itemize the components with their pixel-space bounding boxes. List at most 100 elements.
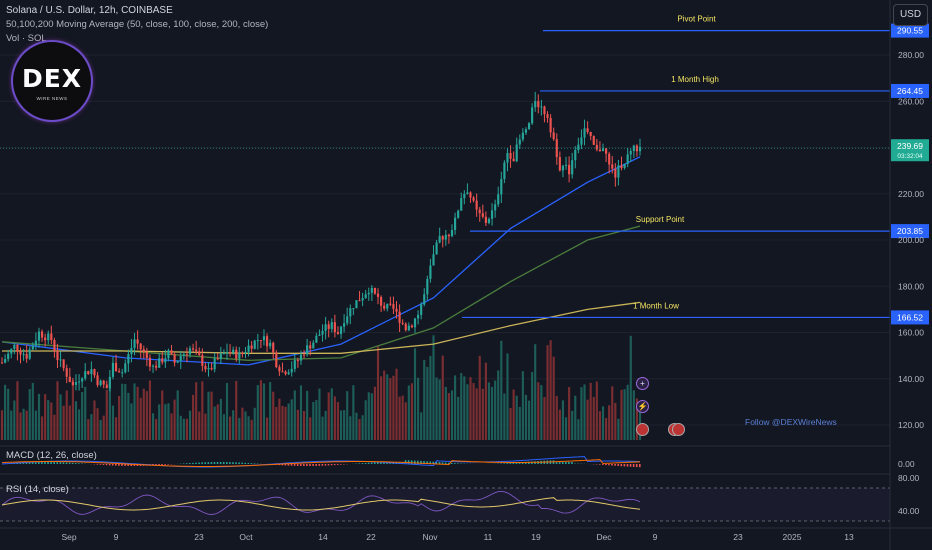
macd-histogram-bar — [207, 462, 210, 464]
candle-body — [309, 345, 312, 349]
us-flag-icon[interactable] — [636, 423, 649, 436]
macd-histogram-bar — [426, 461, 428, 464]
volume-bar — [284, 406, 287, 440]
volume-bar — [22, 408, 25, 440]
candle-body — [13, 344, 16, 349]
us-flag-icon-3[interactable] — [672, 423, 685, 436]
volume-bar — [124, 384, 127, 440]
macd-histogram-bar — [561, 462, 564, 464]
candle-body — [343, 323, 346, 327]
candle-body — [534, 101, 537, 108]
x-tick-label: 11 — [484, 532, 493, 542]
volume-bar — [389, 378, 392, 440]
macd-histogram-bar — [565, 462, 567, 464]
volume-bar — [161, 390, 164, 440]
volume-bar — [62, 405, 65, 440]
candle-body — [417, 314, 420, 319]
volume-bar — [151, 413, 155, 440]
candle-body — [564, 164, 568, 166]
countdown-value: 03:32:04 — [897, 153, 923, 160]
volume-bar — [13, 400, 16, 440]
macd-histogram-bar — [281, 464, 284, 466]
candle-body — [352, 308, 355, 310]
volume-bar — [99, 419, 102, 440]
rsi-tick: 80.00 — [898, 473, 920, 483]
macd-histogram-bar — [102, 464, 105, 466]
candle-body — [241, 352, 244, 354]
volume-bar — [457, 396, 460, 440]
candle-body — [275, 352, 278, 368]
volume-bar — [278, 398, 281, 440]
macd-histogram-bar — [31, 462, 34, 464]
symbol-title[interactable]: Solana / U.S. Dollar, 12h, COINBASE — [6, 5, 173, 16]
candle-body — [44, 337, 47, 341]
macd-histogram-bar — [611, 464, 613, 466]
candle-body — [392, 304, 395, 309]
volume-bar — [623, 389, 626, 440]
macd-histogram-bar — [602, 464, 604, 465]
candle-body — [358, 300, 361, 302]
volume-bar — [534, 344, 537, 440]
volume-bar — [638, 405, 642, 440]
candle-body — [253, 340, 256, 349]
lightning-icon[interactable]: ⚡ — [636, 400, 649, 413]
rsi-tick: 40.00 — [898, 506, 920, 516]
candle-body — [395, 308, 398, 312]
x-tick-label: 9 — [114, 532, 119, 542]
macd-histogram-bar — [244, 462, 247, 464]
currency-button[interactable]: USD — [893, 4, 928, 26]
volume-bar — [287, 403, 290, 440]
candle-body — [93, 369, 96, 376]
volume-bar — [629, 335, 632, 440]
candle-body — [290, 368, 293, 373]
candle-body — [256, 340, 259, 342]
volume-legend[interactable]: Vol · SOL — [6, 33, 47, 44]
volume-bar — [552, 356, 555, 440]
candle-body — [278, 367, 281, 372]
y-tick-label: 260.00 — [898, 96, 924, 106]
rsi-band — [0, 488, 890, 521]
level-label: Pivot Point — [677, 15, 716, 24]
candle-body — [549, 117, 552, 133]
candle-body — [142, 349, 145, 352]
candle-body — [497, 194, 500, 205]
volume-bar — [299, 385, 303, 440]
candle-body — [583, 128, 586, 138]
x-tick-label: Dec — [596, 532, 612, 542]
volume-bar — [577, 419, 580, 440]
candle-body — [71, 382, 74, 385]
macd-title: MACD (12, 26, close) — [6, 450, 97, 461]
candle-body — [62, 359, 65, 369]
logo-text: DEX — [21, 64, 83, 93]
candle-body — [318, 334, 321, 336]
ma-legend[interactable]: 50,100,200 Moving Average (50, close, 10… — [6, 19, 269, 30]
y-tick-label: 120.00 — [898, 420, 924, 430]
macd-histogram-bar — [124, 464, 126, 466]
volume-bar — [484, 362, 487, 440]
macd-histogram-bar — [361, 463, 364, 464]
candle-body — [577, 144, 580, 151]
volume-bar — [592, 396, 595, 440]
macd-histogram-bar — [635, 464, 638, 468]
macd-histogram-bar — [130, 464, 133, 466]
macd-tick: 0.00 — [898, 459, 915, 469]
volume-bar — [481, 388, 484, 440]
candle-body — [293, 360, 296, 369]
macd-histogram-bar — [420, 460, 422, 464]
macd-histogram-bar — [71, 462, 74, 464]
candle-body — [53, 340, 56, 351]
volume-bar — [111, 405, 115, 440]
volume-bar — [466, 384, 469, 440]
volume-bar — [568, 387, 571, 440]
volume-bar — [404, 402, 407, 440]
macd-histogram-bar — [617, 464, 620, 466]
candle-body — [65, 368, 68, 377]
candle-body — [287, 372, 290, 375]
volume-bar — [611, 386, 614, 440]
volume-bar — [343, 410, 346, 440]
macd-histogram-bar — [450, 462, 453, 464]
follow-link[interactable]: Follow @DEXWireNews — [745, 417, 837, 427]
plus-icon[interactable]: + — [636, 377, 649, 390]
volume-bar — [583, 384, 586, 440]
